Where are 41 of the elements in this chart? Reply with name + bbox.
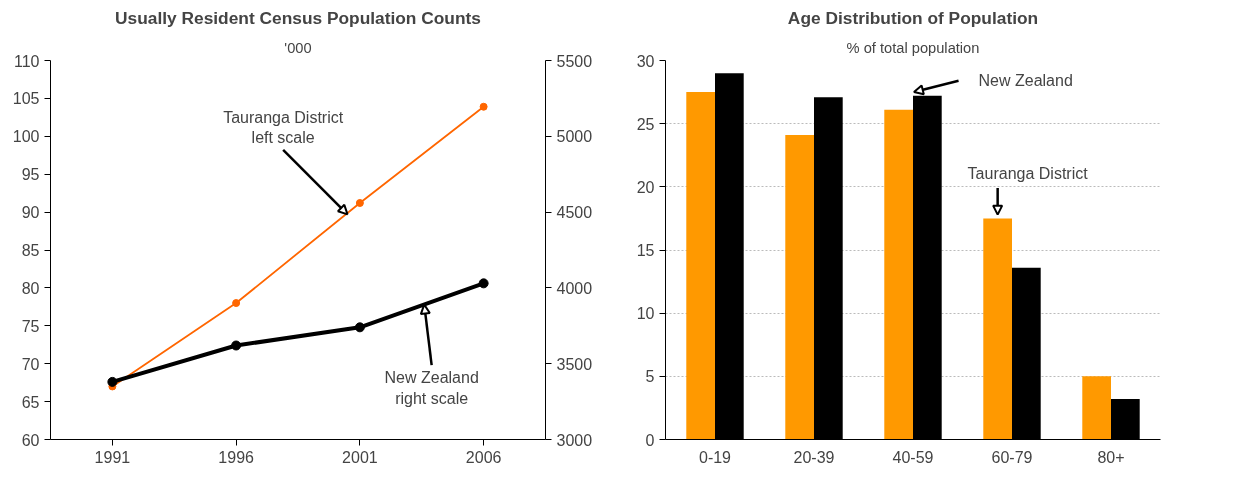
y-tick-label: 80	[21, 279, 40, 297]
y-tick-label: 85	[21, 242, 40, 259]
y2-tick-label: 3500	[556, 355, 593, 373]
x-tick-label: 20-39	[793, 448, 835, 466]
y-tick-label: 95	[21, 166, 40, 184]
y-tick-label: 100	[12, 128, 40, 146]
y2-tick-label: 3000	[556, 431, 593, 449]
chart-title: Usually Resident Census Population Counts	[115, 7, 481, 28]
y-tick-label: 15	[636, 242, 655, 259]
y-tick-label: 30	[636, 52, 655, 70]
chart-subtitle: % of total population	[846, 39, 980, 56]
y-tick-label: 75	[21, 317, 40, 335]
x-tick-label: 80+	[1097, 448, 1125, 466]
y-tick-label: 60	[21, 431, 40, 449]
y2-tick-label: 5500	[556, 52, 593, 70]
x-tick-label: 40-59	[892, 448, 934, 466]
annotation: Tauranga District	[967, 165, 1089, 183]
y-tick-label: 0	[645, 431, 655, 449]
annotation: New Zealand	[978, 72, 1073, 90]
y-tick-label: 110	[13, 52, 40, 70]
y-tick-label: 65	[21, 393, 40, 411]
y-tick-label: 25	[636, 115, 655, 133]
x-tick-label: 1996	[218, 448, 255, 466]
annotation: Tauranga District left scale	[223, 108, 344, 146]
annotation: New Zealand right scale	[384, 369, 479, 407]
y2-tick-label: 4500	[556, 204, 593, 222]
x-tick-label: 2006	[465, 448, 502, 466]
chart-subtitle: '000	[284, 39, 312, 56]
y-tick-label: 70	[21, 355, 40, 373]
x-tick-label: 60-79	[991, 448, 1033, 466]
x-tick-label: 2001	[342, 448, 378, 466]
y-tick-label: 90	[21, 204, 40, 222]
y-tick-label: 10	[636, 305, 655, 323]
y2-tick-label: 4000	[556, 279, 593, 297]
chart-title: Age Distribution of Population	[787, 7, 1039, 28]
y-tick-label: 5	[645, 368, 655, 386]
y-tick-label: 20	[636, 178, 655, 196]
x-tick-label: 0-19	[698, 448, 732, 466]
x-tick-label: 1991	[94, 448, 131, 466]
y2-tick-label: 5000	[556, 128, 593, 146]
y-tick-label: 105	[12, 90, 40, 108]
